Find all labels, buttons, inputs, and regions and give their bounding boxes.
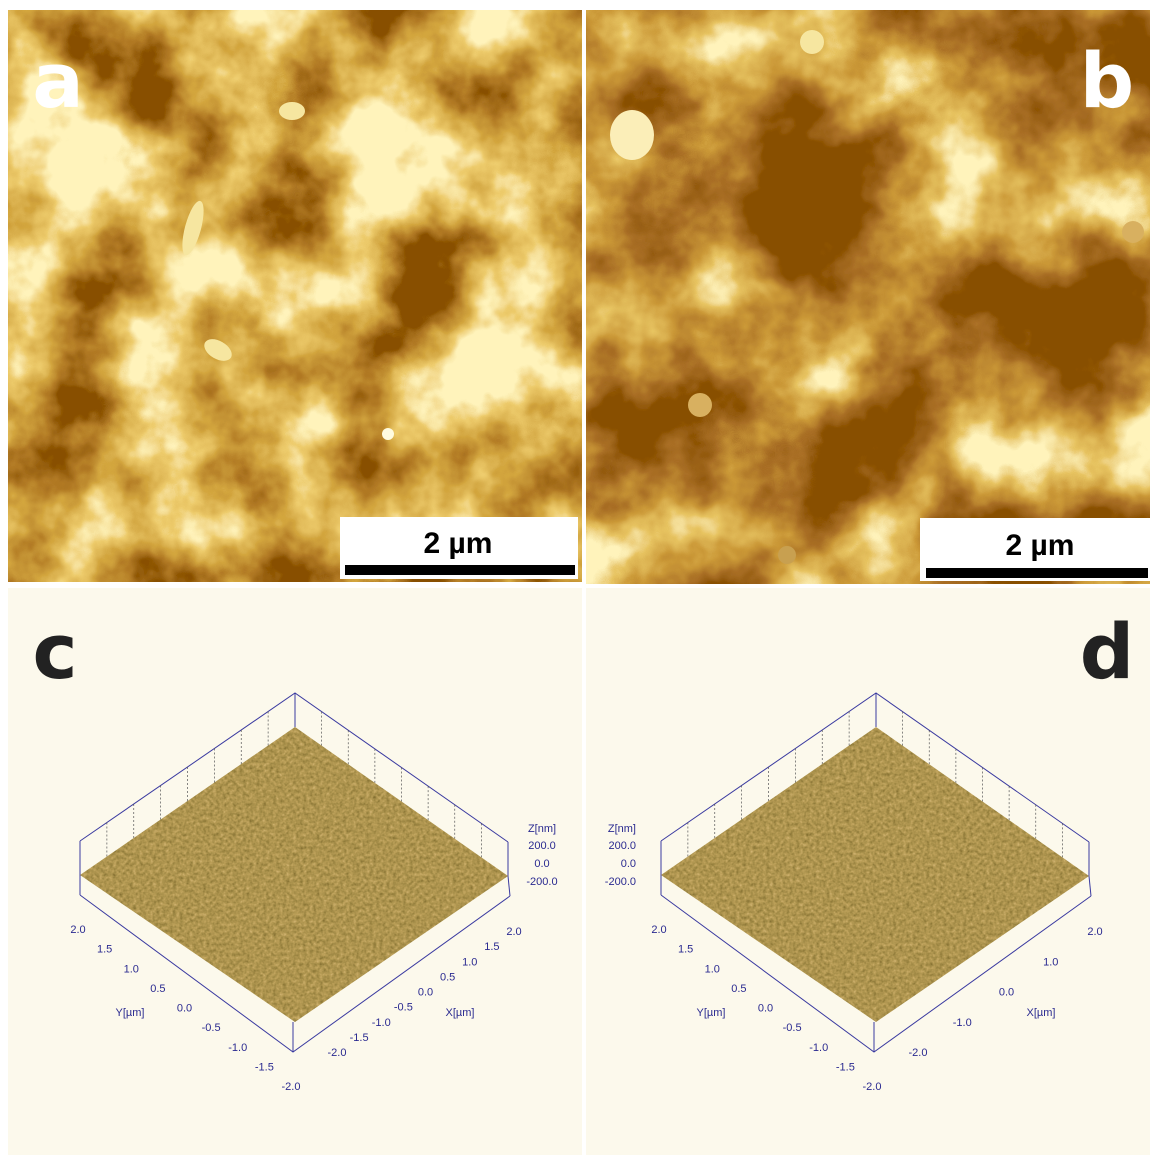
z-tick-label: 200.0 — [608, 840, 636, 852]
y-axis-title: Y[µm] — [116, 1007, 145, 1019]
afm-image-b — [586, 10, 1150, 584]
panel-label: b — [1080, 36, 1134, 125]
scale-label: 2 µm — [424, 527, 493, 560]
x-tick-label: -2.0 — [328, 1047, 347, 1059]
y-tick-label: 1.5 — [678, 944, 693, 956]
y-tick-label: -1.0 — [809, 1042, 828, 1054]
y-tick-label: -1.0 — [228, 1042, 247, 1054]
y-tick-label: 0.5 — [150, 983, 165, 995]
x-tick-label: -1.0 — [372, 1017, 391, 1029]
z-axis-title: Z[nm] — [608, 823, 636, 835]
panel-label: c — [32, 607, 77, 696]
z-tick-label: -200.0 — [605, 876, 636, 888]
x-tick-label: -0.5 — [394, 1002, 413, 1014]
x-tick-label: -1.5 — [350, 1032, 369, 1044]
y-tick-label: -0.5 — [783, 1022, 802, 1034]
x-tick-label: -2.0 — [909, 1047, 928, 1059]
panel-label: a — [32, 36, 83, 125]
y-tick-label: -1.5 — [255, 1061, 274, 1073]
y-tick-label: -2.0 — [863, 1081, 882, 1093]
z-tick-label: 0.0 — [621, 858, 636, 870]
y-tick-label: 2.0 — [70, 924, 85, 936]
panel-label: d — [1080, 607, 1134, 696]
y-tick-label: 1.5 — [97, 944, 112, 956]
z-axis-title: Z[nm] — [528, 823, 556, 835]
y-tick-label: 1.0 — [124, 963, 139, 975]
x-tick-label: 1.5 — [484, 941, 499, 953]
scale-line — [926, 568, 1148, 578]
z-tick-label: -200.0 — [526, 876, 557, 888]
scale-line — [345, 565, 575, 575]
x-tick-label: 1.0 — [462, 956, 477, 968]
x-axis-title: X[µm] — [446, 1007, 475, 1019]
y-tick-label: 0.5 — [731, 983, 746, 995]
afm-image-a — [8, 10, 582, 582]
y-tick-label: 1.0 — [705, 963, 720, 975]
figure: 2 µm 2 µm a b c d 2.01.51.00.50.0-0.5-1.… — [0, 0, 1150, 1155]
x-tick-label: 0.0 — [999, 987, 1014, 999]
z-tick-label: 200.0 — [528, 840, 556, 852]
x-tick-label: 1.0 — [1043, 956, 1058, 968]
scale-bar-b: 2 µm — [920, 518, 1150, 581]
y-tick-label: 0.0 — [177, 1003, 192, 1015]
y-tick-label: -1.5 — [836, 1061, 855, 1073]
y-axis-title: Y[µm] — [697, 1007, 726, 1019]
z-tick-label: 0.0 — [534, 858, 549, 870]
x-axis-title: X[µm] — [1027, 1007, 1056, 1019]
scale-label: 2 µm — [1006, 529, 1075, 562]
x-tick-label: 0.0 — [418, 987, 433, 999]
scale-bar-a: 2 µm — [340, 517, 578, 579]
y-tick-label: 0.0 — [758, 1003, 773, 1015]
x-tick-label: 0.5 — [440, 971, 455, 983]
x-tick-label: -1.0 — [953, 1017, 972, 1029]
y-tick-label: 2.0 — [651, 924, 666, 936]
x-tick-label: 2.0 — [506, 926, 521, 938]
y-tick-label: -2.0 — [282, 1081, 301, 1093]
x-tick-label: 2.0 — [1087, 926, 1102, 938]
y-tick-label: -0.5 — [202, 1022, 221, 1034]
